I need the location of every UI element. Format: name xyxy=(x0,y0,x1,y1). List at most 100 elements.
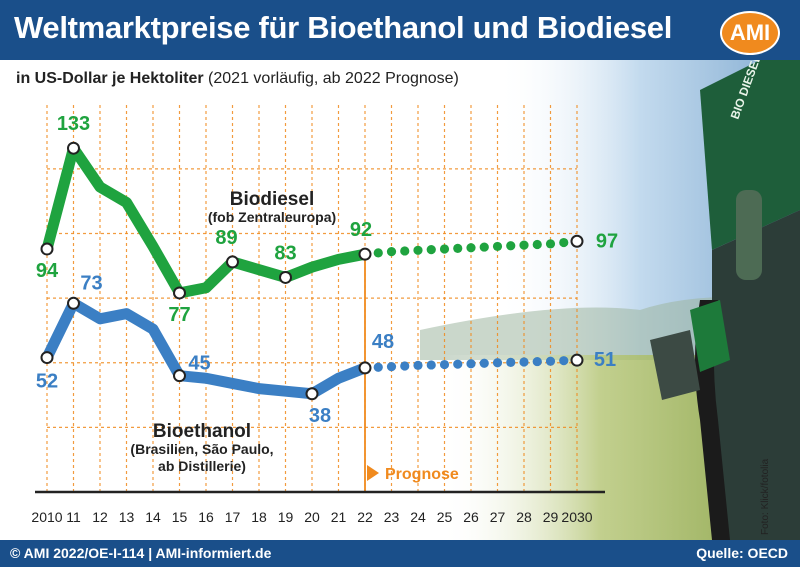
forecast-dot-bioethanol xyxy=(492,358,503,368)
data-point-biodiesel xyxy=(173,286,186,300)
subtitle-unit: in US-Dollar je Hektoliter xyxy=(16,70,204,87)
x-tick-label: 29 xyxy=(543,509,559,525)
series-note-bioethanol: ab Distillerie) xyxy=(158,458,246,474)
x-tick-label: 13 xyxy=(119,509,135,525)
forecast-dot-bioethanol xyxy=(506,357,516,367)
forecast-dot-bioethanol xyxy=(532,356,542,367)
data-point-bioethanol xyxy=(40,351,54,365)
data-label-biodiesel: 83 xyxy=(274,242,296,264)
forecast-dot-biodiesel xyxy=(492,241,503,252)
forecast-dot-biodiesel xyxy=(506,241,516,251)
forecast-dot-biodiesel xyxy=(426,245,436,255)
data-label-bioethanol: 45 xyxy=(188,353,210,375)
x-tick-label: 15 xyxy=(172,509,188,525)
series-line-biodiesel xyxy=(41,142,371,299)
forecast-label: Prognose xyxy=(385,466,459,483)
forecast-dot-bioethanol xyxy=(545,356,556,366)
data-label-bioethanol: 52 xyxy=(36,371,58,393)
forecast-dot-bioethanol xyxy=(439,359,450,370)
x-tick-label: 12 xyxy=(92,509,108,525)
series-note-bioethanol: (Brasilien, São Paulo, xyxy=(130,441,273,457)
logo-text: AMI xyxy=(729,20,771,45)
forecast-dot-bioethanol xyxy=(519,357,529,367)
series-name-bioethanol: Bioethanol xyxy=(153,421,251,442)
x-tick-label: 27 xyxy=(490,509,506,525)
forecast-dot-bioethanol xyxy=(413,360,423,370)
x-tick-label: 17 xyxy=(225,509,241,525)
x-tick-label: 24 xyxy=(410,509,426,525)
x-tick-label: 18 xyxy=(251,509,267,525)
data-point-biodiesel xyxy=(226,255,239,269)
x-tick-label: 16 xyxy=(198,509,214,525)
data-point-biodiesel xyxy=(67,141,80,155)
forecast-arrow-icon xyxy=(367,465,379,481)
data-label-bioethanol: 38 xyxy=(309,405,331,427)
forecast-dot-biodiesel xyxy=(532,239,542,250)
forecast-dot-bioethanol xyxy=(453,359,463,369)
forecast-dot-biodiesel xyxy=(413,245,423,255)
forecast-dot-bioethanol xyxy=(466,359,476,369)
data-point-bioethanol xyxy=(305,387,319,401)
data-label-biodiesel: 133 xyxy=(57,113,90,135)
forecast-dot-biodiesel xyxy=(466,243,476,253)
forecast-dot-bioethanol xyxy=(426,360,436,370)
forecast-dot-bioethanol xyxy=(386,362,397,372)
forecast-dot-bioethanol xyxy=(400,361,410,371)
series-note-biodiesel: (fob Zentraleuropa) xyxy=(208,209,336,225)
data-point-bioethanol xyxy=(570,353,584,367)
forecast-dot-biodiesel xyxy=(545,239,556,249)
ami-logo: AMI xyxy=(720,11,780,55)
data-point-biodiesel xyxy=(358,247,372,261)
x-tick-label: 26 xyxy=(463,509,479,525)
data-point-bioethanol xyxy=(358,361,372,375)
data-label-biodiesel: 89 xyxy=(215,227,237,249)
forecast-dot-bioethanol xyxy=(373,362,383,372)
footer-copyright: © AMI 2022/OE-I-114 | AMI-informiert.de xyxy=(10,545,272,561)
forecast-dot-biodiesel xyxy=(373,248,383,258)
x-tick-label: 23 xyxy=(384,509,400,525)
x-tick-label: 14 xyxy=(145,509,161,525)
forecast-dot-bioethanol xyxy=(559,356,569,366)
x-tick-label: 19 xyxy=(278,509,294,525)
forecast-dot-biodiesel xyxy=(519,240,529,250)
data-label-bioethanol: 51 xyxy=(594,349,616,371)
x-tick-label: 22 xyxy=(357,509,373,525)
data-point-biodiesel xyxy=(40,242,54,256)
x-tick-label: 21 xyxy=(331,509,347,525)
x-tick-label: 11 xyxy=(66,509,81,525)
x-tick-label: 25 xyxy=(437,509,453,525)
series-name-biodiesel: Biodiesel xyxy=(230,189,314,210)
forecast-dot-biodiesel xyxy=(386,246,397,257)
data-point-bioethanol xyxy=(67,296,80,310)
data-point-biodiesel xyxy=(279,270,292,284)
forecast-dot-biodiesel xyxy=(479,242,489,252)
footer-bar: © AMI 2022/OE-I-114 | AMI-informiert.de … xyxy=(0,540,800,567)
fuel-pump-icon: BIO DIESEL xyxy=(650,40,800,540)
forecast-dot-biodiesel xyxy=(559,237,569,248)
subtitle: in US-Dollar je Hektoliter (2021 vorläuf… xyxy=(16,70,459,88)
page-title: Weltmarktpreise für Bioethanol und Biodi… xyxy=(14,10,673,45)
data-label-biodiesel: 94 xyxy=(36,260,59,282)
subtitle-note: (2021 vorläufig, ab 2022 Prognose) xyxy=(208,70,459,87)
data-label-biodiesel: 77 xyxy=(168,304,190,326)
photo-credit: Foto: Klick/fotolia xyxy=(760,458,771,535)
data-point-biodiesel xyxy=(570,234,584,248)
title-bar: Weltmarktpreise für Bioethanol und Biodi… xyxy=(0,0,800,60)
data-point-bioethanol xyxy=(173,369,186,383)
forecast-dot-biodiesel xyxy=(439,244,450,254)
data-label-bioethanol: 48 xyxy=(372,331,394,353)
data-label-biodiesel: 92 xyxy=(350,219,372,241)
data-label-bioethanol: 73 xyxy=(80,272,102,294)
data-label-biodiesel: 97 xyxy=(596,230,618,252)
footer-source: Quelle: OECD xyxy=(696,545,788,561)
forecast-dot-biodiesel xyxy=(400,246,410,256)
x-tick-label: 2010 xyxy=(31,509,62,525)
x-tick-label: 2030 xyxy=(561,509,592,525)
forecast-dot-biodiesel xyxy=(453,243,463,253)
x-tick-label: 28 xyxy=(516,509,532,525)
forecast-dot-bioethanol xyxy=(479,358,489,368)
x-tick-label: 20 xyxy=(304,509,320,525)
